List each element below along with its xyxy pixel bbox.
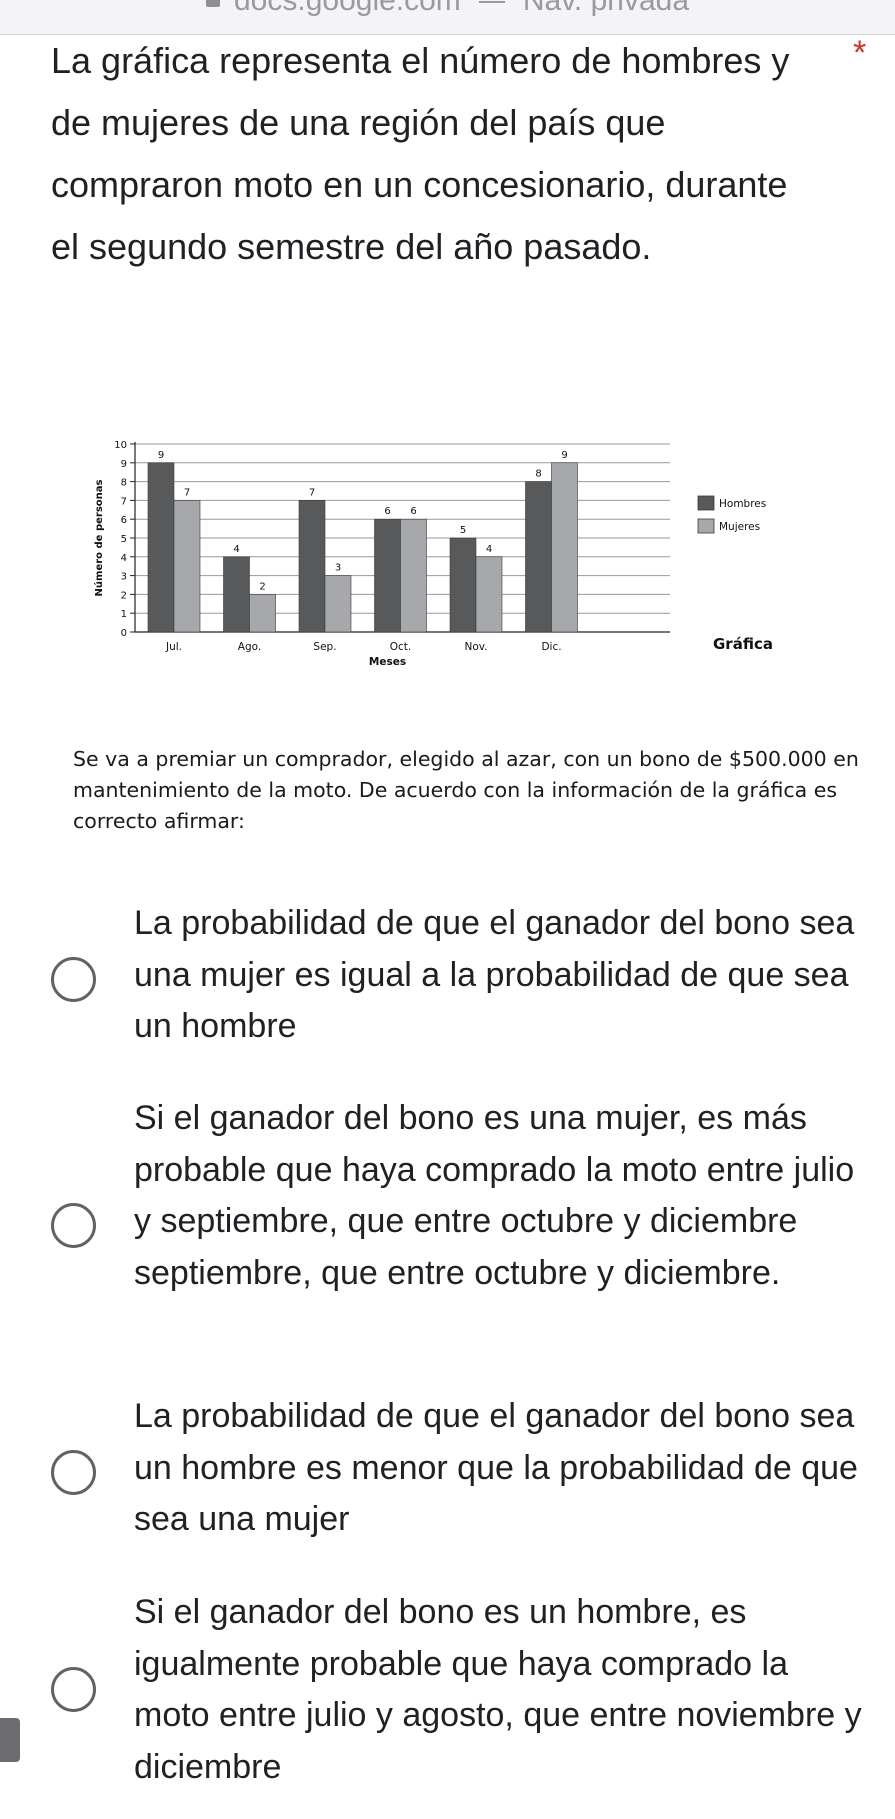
radio-button[interactable] [51, 1203, 96, 1248]
bar-value-label: 9 [561, 450, 567, 461]
question-premise: Se va a premiar un comprador, elegido al… [73, 747, 859, 833]
legend-label: Mujeres [719, 521, 760, 533]
required-asterisk: * [853, 34, 867, 72]
y-tick-label: 3 [121, 572, 127, 583]
bar-hombres [374, 518, 401, 633]
bar-chart: 0 1 2 3 4 5 6 7 8 9 10 Número de personas 9 7 Jul. 4 2 Ag… [93, 440, 773, 668]
bar-mujeres [551, 462, 578, 633]
radio-button[interactable] [51, 957, 96, 1002]
x-tick-label: Jul. [165, 641, 182, 653]
y-tick-label: 6 [121, 515, 127, 526]
bar-mujeres [173, 500, 201, 633]
x-tick-label: Sep. [313, 641, 336, 653]
y-tick-label: 2 [121, 590, 127, 601]
legend-swatch-hombres [697, 495, 715, 511]
bar-hombres [298, 500, 326, 633]
x-tick-label: Ago. [238, 641, 261, 653]
option-label[interactable]: La probabilidad de que el ganador del bo… [134, 904, 855, 1045]
y-tick-label: 5 [121, 534, 127, 545]
y-tick-label: 10 [114, 440, 127, 451]
x-tick-label: Oct. [390, 641, 412, 653]
bar-mujeres [249, 594, 276, 633]
y-tick-label: 9 [121, 459, 127, 470]
x-axis-label: Meses [369, 656, 406, 668]
bar-value-label: 3 [335, 563, 341, 574]
y-tick-label: 0 [121, 628, 127, 639]
bar-value-label: 4 [233, 544, 239, 555]
legend-label: Hombres [719, 498, 766, 510]
bar-hombres [525, 481, 552, 633]
chart-caption: Gráfica [713, 635, 773, 653]
lock-icon [206, 0, 220, 8]
separator [478, 1, 505, 4]
option-label[interactable]: La probabilidad de que el ganador del bo… [134, 1397, 858, 1538]
browser-address-bar[interactable]: docs.google.com Nav. privada [0, 0, 895, 35]
browsing-mode: Nav. privada [522, 0, 689, 17]
x-tick-label: Nov. [464, 641, 487, 653]
bar-hombres [147, 462, 175, 633]
bar-value-label: 6 [384, 506, 390, 517]
y-tick-label: 7 [121, 496, 127, 507]
bar-mujeres [400, 518, 427, 633]
y-tick-label: 8 [121, 478, 127, 489]
question-title: La gráfica representa el número de hombr… [51, 40, 790, 267]
bar-value-label: 7 [309, 487, 315, 498]
bar-value-label: 7 [184, 487, 190, 498]
bar-value-label: 6 [410, 506, 416, 517]
radio-button[interactable] [51, 1667, 96, 1712]
chart-image: 0 1 2 3 4 5 6 7 8 9 10 Número de personas 9 7 Jul. 4 2 Ag… [80, 432, 840, 722]
option-label[interactable]: Si el ganador del bono es una mujer, es … [134, 1099, 855, 1292]
bar-mujeres [324, 575, 352, 633]
y-axis-label: Número de personas [93, 480, 105, 597]
bar-hombres [449, 537, 477, 633]
y-tick-label: 4 [121, 553, 127, 564]
bar-value-label: 9 [158, 450, 164, 461]
bar-hombres [223, 556, 250, 633]
bar-mujeres [475, 556, 503, 633]
radio-button[interactable] [51, 1450, 96, 1495]
bar-value-label: 4 [486, 544, 492, 555]
option-label[interactable]: Si el ganador del bono es un hombre, es … [134, 1593, 862, 1786]
bar-value-label: 5 [460, 525, 466, 536]
y-tick-label: 1 [121, 609, 127, 620]
side-scroll-tab[interactable] [0, 1718, 20, 1762]
bar-value-label: 2 [259, 581, 265, 592]
bar-value-label: 8 [535, 469, 541, 480]
legend-swatch-mujeres [697, 518, 715, 534]
x-tick-label: Dic. [541, 641, 561, 653]
url-text: docs.google.com [234, 0, 461, 17]
